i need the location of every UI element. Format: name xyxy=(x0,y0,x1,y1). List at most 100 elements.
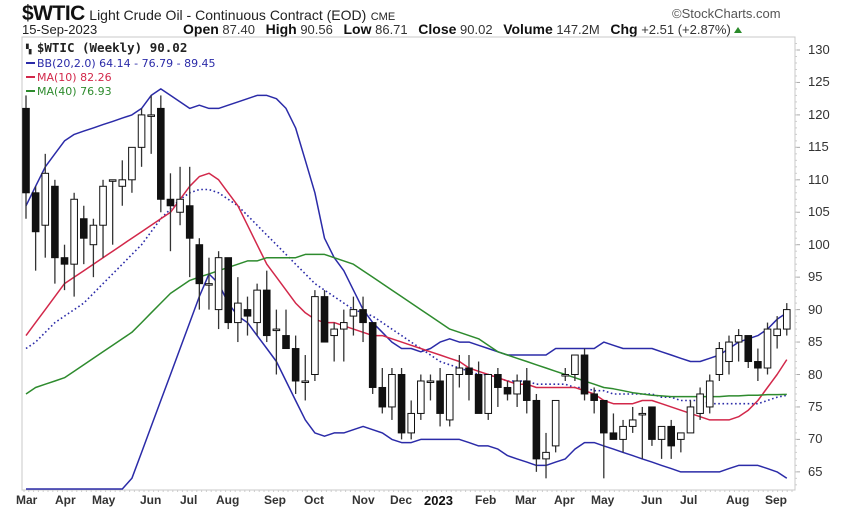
candle-up xyxy=(89,224,98,246)
y-axis-ticks xyxy=(795,43,800,486)
y-tick-label: 110 xyxy=(808,171,829,187)
candle-down xyxy=(744,335,753,363)
candle-up xyxy=(426,380,435,383)
candle-down xyxy=(590,393,598,401)
candle-down xyxy=(79,218,88,239)
candle-up xyxy=(551,399,560,447)
x-tick-label: May xyxy=(591,493,615,507)
ma10-swatch-icon xyxy=(26,76,35,78)
candle-up xyxy=(272,328,281,332)
indicator-lines xyxy=(25,88,788,490)
chart-header: $WTIC Light Crude Oil - Continuous Contr… xyxy=(22,2,395,26)
x-tick-label: Mar xyxy=(515,493,537,507)
candle-down xyxy=(600,399,608,434)
candle-down xyxy=(282,335,290,350)
candle-up xyxy=(725,341,733,363)
candle-up xyxy=(628,419,637,427)
y-tick-label: 95 xyxy=(808,269,823,285)
candle-up xyxy=(696,393,704,414)
candle-up xyxy=(99,185,107,226)
candle-up xyxy=(301,380,310,383)
volume-label: Volume xyxy=(503,21,553,37)
candle-down xyxy=(224,257,233,324)
exchange: CME xyxy=(370,11,396,23)
candle-up xyxy=(638,412,647,416)
candle-down xyxy=(648,406,656,440)
candle-up xyxy=(108,179,117,182)
candle-down xyxy=(754,361,762,369)
x-tick-label: Aug xyxy=(726,493,750,507)
x-tick-label: Nov xyxy=(352,493,375,507)
candle-down xyxy=(378,386,387,408)
y-tick-label: 80 xyxy=(808,366,823,382)
y-tick-label: 70 xyxy=(808,431,823,447)
x-tick-label: Jun xyxy=(641,493,663,507)
candle-up xyxy=(763,328,772,369)
close-value: 90.02 xyxy=(460,22,493,37)
ohlc-summary: Open 87.40 High 90.56 Low 86.71 Close 90… xyxy=(183,21,742,37)
candle-up xyxy=(253,289,261,324)
candle-down xyxy=(465,367,473,376)
candle-up xyxy=(455,367,464,376)
candle-down xyxy=(522,380,531,401)
x-tick-label: Jun xyxy=(140,493,162,507)
candle-up xyxy=(657,425,666,440)
ma40-swatch-icon xyxy=(26,90,35,92)
symbol: $WTIC xyxy=(22,2,85,25)
legend-bollinger-bands: BB(20,2.0) 64.14 - 76.79 - 89.45 xyxy=(26,57,216,71)
candle-up xyxy=(571,354,579,375)
y-tick-label: 85 xyxy=(808,334,823,350)
x-tick-label: Mar xyxy=(16,493,38,507)
candle-down xyxy=(31,192,40,233)
volume-value: 147.2M xyxy=(556,22,600,37)
candle-up xyxy=(619,425,627,440)
candle-down xyxy=(185,205,194,239)
candle-up xyxy=(686,406,695,434)
x-tick-label: May xyxy=(92,493,116,507)
candle-down xyxy=(494,374,502,388)
x-tick-label: Apr xyxy=(554,493,575,507)
ma-10--line xyxy=(25,172,788,421)
candle-up xyxy=(513,380,521,395)
candle-up xyxy=(705,380,714,408)
legend-ma40: MA(40) 76.93 xyxy=(26,85,216,99)
candle-up xyxy=(118,179,127,187)
candle-down xyxy=(397,374,406,434)
candle-up xyxy=(137,114,146,148)
candle-up xyxy=(388,374,396,408)
high-label: High xyxy=(265,21,297,37)
x-tick-label: Oct xyxy=(304,493,325,507)
candle-up xyxy=(782,309,791,330)
bb-upper-20-2-0--line xyxy=(25,88,788,363)
y-tick-label: 90 xyxy=(808,301,823,317)
candle-up xyxy=(214,257,223,311)
candle-up xyxy=(339,322,348,330)
candle-up xyxy=(445,374,454,421)
candle-up xyxy=(147,114,155,117)
y-tick-label: 65 xyxy=(808,463,823,479)
y-tick-label: 125 xyxy=(808,74,830,90)
candle-down xyxy=(51,185,59,259)
candle-up xyxy=(734,335,743,343)
x-tick-label: Feb xyxy=(475,493,497,507)
candle-down xyxy=(503,386,512,395)
candle-down xyxy=(157,107,165,200)
x-tick-label: Apr xyxy=(55,493,76,507)
x-tick-label: Sep xyxy=(264,493,287,507)
candle-down xyxy=(474,374,483,414)
y-tick-label: 100 xyxy=(808,236,830,252)
candle-up xyxy=(417,380,425,414)
y-tick-label: 130 xyxy=(808,42,830,57)
x-tick-label: Sep xyxy=(765,493,788,507)
candle-up xyxy=(70,198,78,265)
candle-down xyxy=(60,257,69,265)
open-label: Open xyxy=(183,21,219,37)
instrument-description: Light Crude Oil - Continuous Contract (E… xyxy=(89,7,367,23)
candle-down xyxy=(609,432,618,440)
candle-up xyxy=(773,328,781,337)
candle-up xyxy=(677,432,685,440)
candle-down xyxy=(166,198,175,207)
candle-up xyxy=(311,296,319,375)
y-tick-label: 120 xyxy=(808,106,830,122)
